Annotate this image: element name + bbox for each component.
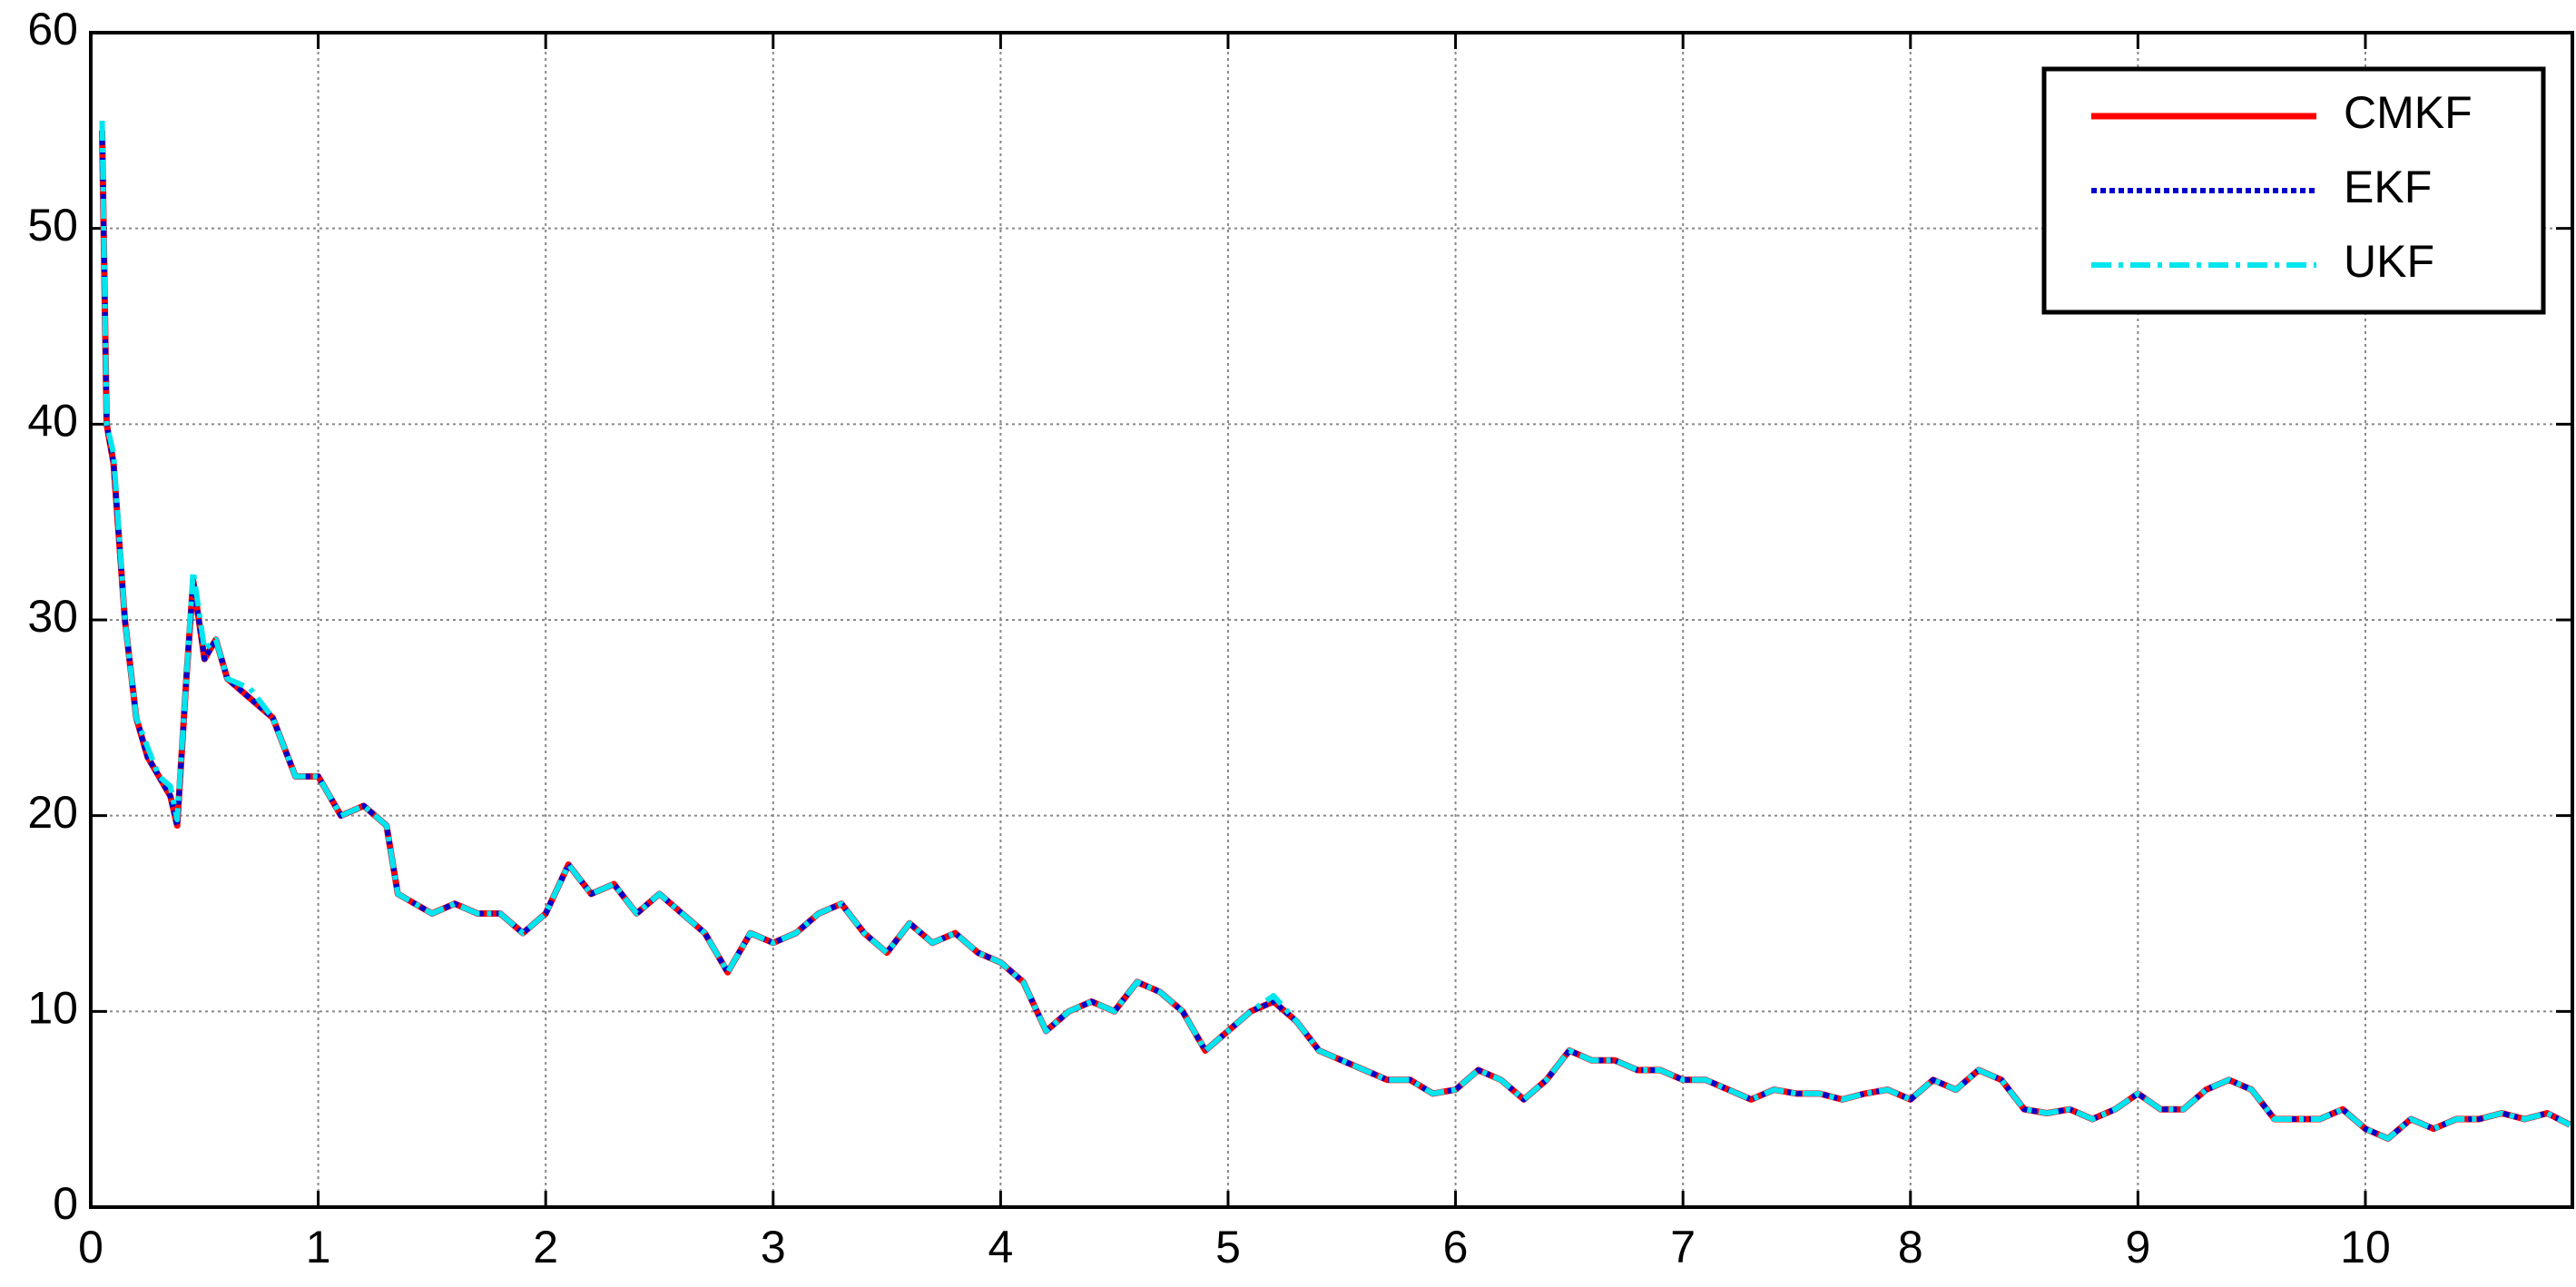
legend-label: CMKF [2344, 87, 2473, 138]
legend-label: UKF [2344, 236, 2434, 287]
plot-frame [89, 31, 2574, 1209]
x-tick-label: 2 [533, 1222, 558, 1272]
x-tick-label: 0 [78, 1222, 103, 1272]
legend-label: EKF [2344, 162, 2432, 212]
y-tick-label: 30 [27, 591, 78, 642]
x-tick-label: 5 [1215, 1222, 1241, 1272]
y-tick-label: 20 [27, 787, 78, 838]
line-series [99, 130, 2571, 1142]
x-tick-label: 9 [2125, 1222, 2150, 1272]
legend: CMKF EKF UKF [2041, 66, 2546, 315]
y-tick-label: 40 [27, 396, 78, 447]
legend-box [2041, 66, 2546, 315]
x-tick-label: 3 [761, 1222, 786, 1272]
x-tick-label: 4 [988, 1222, 1013, 1272]
x-tick-label: 7 [1670, 1222, 1696, 1272]
x-tick-label: 1 [306, 1222, 331, 1272]
y-tick-label: 60 [27, 4, 78, 54]
y-tick-label: 50 [27, 200, 78, 251]
x-tick-label: 10 [2340, 1222, 2391, 1272]
y-tick-label: 0 [53, 1178, 78, 1229]
y-tick-label: 10 [27, 983, 78, 1034]
x-tick-label: 8 [1898, 1222, 1923, 1272]
x-tick-label: 6 [1443, 1222, 1469, 1272]
